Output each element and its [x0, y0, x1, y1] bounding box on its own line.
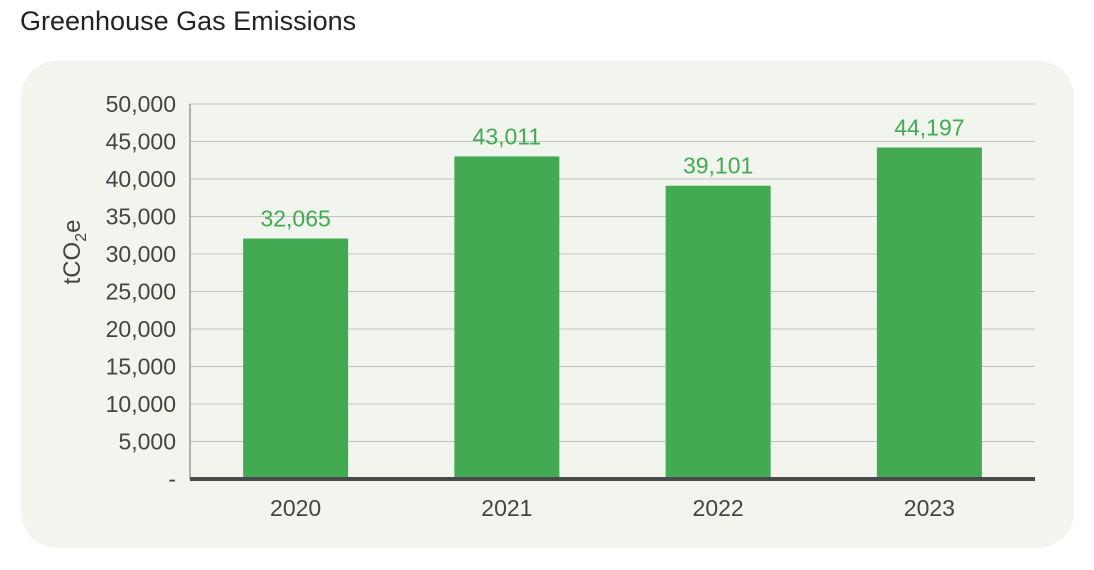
page-title: Greenhouse Gas Emissions — [20, 6, 357, 36]
data-label-2023: 44,197 — [894, 115, 964, 141]
y-tick-label: 15,000 — [106, 354, 176, 380]
bars — [243, 147, 982, 480]
bar-2022 — [665, 185, 771, 479]
x-tick-labels: 2020 2021 2022 2023 — [270, 495, 955, 521]
bar-2020 — [243, 238, 349, 479]
y-tick-label: 50,000 — [106, 91, 176, 117]
y-tick-label: 25,000 — [106, 279, 176, 305]
y-axis-title-tail: e — [59, 220, 86, 233]
bar-2023 — [876, 147, 982, 479]
data-label-2021: 43,011 — [473, 123, 542, 149]
bar-2021 — [454, 156, 560, 480]
x-tick-label-2020: 2020 — [270, 495, 321, 521]
y-tick-label: 30,000 — [106, 241, 176, 267]
y-tick-label: - — [168, 466, 176, 492]
data-label-2020: 32,065 — [260, 206, 330, 232]
data-labels: 32,065 43,011 39,101 44,197 — [260, 115, 964, 232]
y-axis-title: tCO2e — [59, 220, 90, 285]
y-tick-label: 5,000 — [118, 429, 176, 455]
y-axis-title-subscript: 2 — [73, 233, 90, 242]
data-label-2022: 39,101 — [683, 153, 753, 179]
y-tick-label: 45,000 — [106, 129, 176, 155]
y-tick-label: 20,000 — [106, 316, 176, 342]
x-tick-label-2023: 2023 — [904, 495, 955, 521]
y-tick-labels: - 5,000 10,000 15,000 20,000 25,000 30,000 35,0… — [106, 91, 176, 492]
x-tick-label-2021: 2021 — [481, 495, 532, 521]
y-axis-title-main: tCO — [59, 242, 86, 285]
y-tick-label: 35,000 — [106, 204, 176, 230]
y-tick-label: 40,000 — [106, 166, 176, 192]
y-tick-label: 10,000 — [106, 391, 176, 417]
x-tick-label-2022: 2022 — [693, 495, 744, 521]
